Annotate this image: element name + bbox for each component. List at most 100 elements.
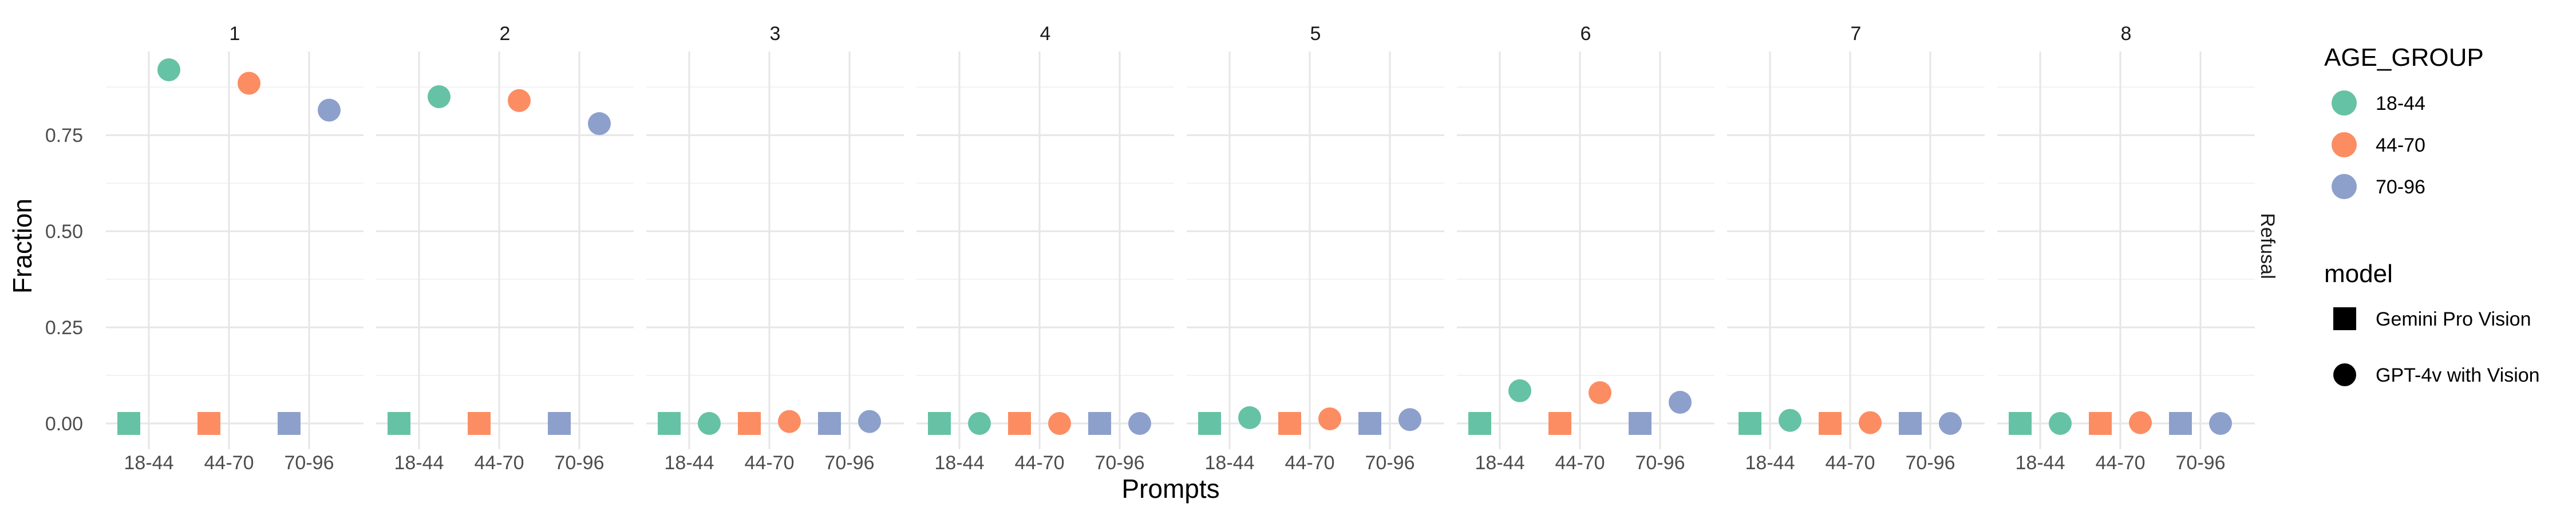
x-tick-label: 18-44	[935, 452, 985, 474]
x-tick-label: 44-70	[745, 452, 795, 474]
data-point-square	[2169, 412, 2192, 435]
data-point-square	[1008, 412, 1031, 435]
data-point-circle	[1508, 379, 1531, 402]
x-tick-label: 44-70	[204, 452, 254, 474]
y-tick-label: 0.75	[45, 125, 83, 146]
facet-panel: 7 18-44 44-70 70-96	[1727, 23, 1985, 474]
data-point-circle	[778, 410, 801, 433]
y-axis: 0.00 0.25 0.50 0.75	[45, 125, 83, 435]
data-point-circle	[968, 412, 991, 435]
x-tick-label: 18-44	[394, 452, 444, 474]
x-tick-label: 70-96	[1635, 452, 1685, 474]
data-point-square	[1468, 412, 1491, 435]
x-tick-label: 44-70	[1285, 452, 1335, 474]
x-tick-label: 18-44	[2016, 452, 2065, 474]
x-tick-label: 18-44	[1205, 452, 1255, 474]
data-point-circle	[238, 72, 260, 95]
data-point-square	[278, 412, 301, 435]
data-point-square	[1088, 412, 1111, 435]
y-tick-label: 0.50	[45, 221, 83, 243]
data-point-circle	[588, 112, 611, 136]
legend-color-label: 44-70	[2376, 134, 2425, 156]
legend-model-label: GPT-4v with Vision	[2376, 365, 2540, 386]
data-point-circle	[1398, 408, 1421, 431]
x-tick-label: 70-96	[825, 452, 875, 474]
legend-color-label: 70-96	[2376, 176, 2425, 198]
data-point-circle	[1669, 391, 1692, 414]
x-tick-label: 18-44	[665, 452, 714, 474]
facet-title: 7	[1851, 23, 1862, 45]
legend: AGE_GROUP 18-44 44-70 70-96 model Gemini Pro …	[2324, 43, 2540, 386]
facet-panel: 5 18-44 44-70 70-96	[1187, 23, 1444, 474]
data-point-circle	[157, 58, 180, 81]
data-point-square	[1899, 412, 1922, 435]
data-point-circle	[2129, 411, 2152, 434]
legend-color-swatch	[2332, 90, 2357, 116]
data-point-circle	[1048, 412, 1071, 435]
data-point-circle	[2049, 412, 2072, 435]
data-point-circle	[1589, 381, 1611, 405]
x-tick-label: 18-44	[124, 452, 174, 474]
x-tick-label: 44-70	[475, 452, 524, 474]
legend-color-swatch	[2332, 132, 2357, 157]
x-tick-label: 70-96	[1906, 452, 1955, 474]
facet-title: 8	[2121, 23, 2132, 45]
data-point-square	[738, 412, 761, 435]
data-point-circle	[1318, 407, 1341, 430]
legend-title-model: model	[2324, 260, 2393, 288]
facet-panel: 8 18-44 44-70 70-96	[1997, 23, 2255, 474]
legend-title-color: AGE_GROUP	[2324, 43, 2484, 72]
facet-title: 6	[1581, 23, 1591, 45]
data-point-square	[1358, 412, 1381, 435]
data-point-square	[1198, 412, 1221, 435]
data-point-square	[197, 412, 220, 435]
data-point-square	[388, 412, 410, 435]
facet-title: 1	[230, 23, 240, 45]
data-point-square	[1278, 412, 1301, 435]
facet-title: 5	[1310, 23, 1321, 45]
data-point-circle	[318, 98, 341, 122]
x-tick-label: 44-70	[1015, 452, 1065, 474]
data-point-square	[2009, 412, 2032, 435]
facet-panel: 4 18-44 44-70 70-96	[916, 23, 1174, 474]
data-point-square	[2089, 412, 2112, 435]
x-tick-label: 44-70	[1555, 452, 1605, 474]
x-tick-label: 70-96	[2176, 452, 2226, 474]
legend-color-swatch	[2332, 174, 2357, 199]
data-point-circle	[1859, 411, 1882, 434]
legend-color-label: 18-44	[2376, 93, 2425, 114]
data-point-square	[1739, 412, 1761, 435]
x-tick-label: 18-44	[1745, 452, 1795, 474]
facet-panel: 2 18-44 44-70 70-96	[376, 23, 634, 474]
x-tick-label: 18-44	[1475, 452, 1525, 474]
facet-panel: 1 18-44 44-70 70-96	[106, 23, 364, 474]
facet-title: 2	[500, 23, 511, 45]
data-point-square	[1629, 412, 1652, 435]
x-axis-title: Prompts	[1121, 474, 1219, 504]
data-point-square	[928, 412, 951, 435]
facet-title: 3	[770, 23, 781, 45]
data-point-circle	[2209, 412, 2232, 435]
data-point-square	[1819, 412, 1842, 435]
data-point-circle	[1128, 412, 1151, 435]
facet-panel: 6 18-44 44-70 70-96	[1457, 23, 1714, 474]
y-tick-label: 0.25	[45, 317, 83, 339]
y-axis-title: Fraction	[7, 199, 37, 294]
x-tick-label: 70-96	[1095, 452, 1145, 474]
x-tick-label: 44-70	[2096, 452, 2146, 474]
x-tick-label: 70-96	[285, 452, 334, 474]
y-tick-label: 0.00	[45, 413, 83, 435]
data-point-circle	[698, 412, 721, 435]
data-point-square	[1548, 412, 1571, 435]
legend-circle-swatch	[2333, 363, 2356, 386]
data-point-square	[117, 412, 140, 435]
data-point-circle	[858, 410, 881, 433]
data-point-square	[658, 412, 681, 435]
x-tick-label: 70-96	[555, 452, 605, 474]
facet-title: 4	[1040, 23, 1051, 45]
data-point-circle	[1238, 406, 1261, 429]
x-tick-label: 44-70	[1826, 452, 1875, 474]
data-point-square	[818, 412, 841, 435]
